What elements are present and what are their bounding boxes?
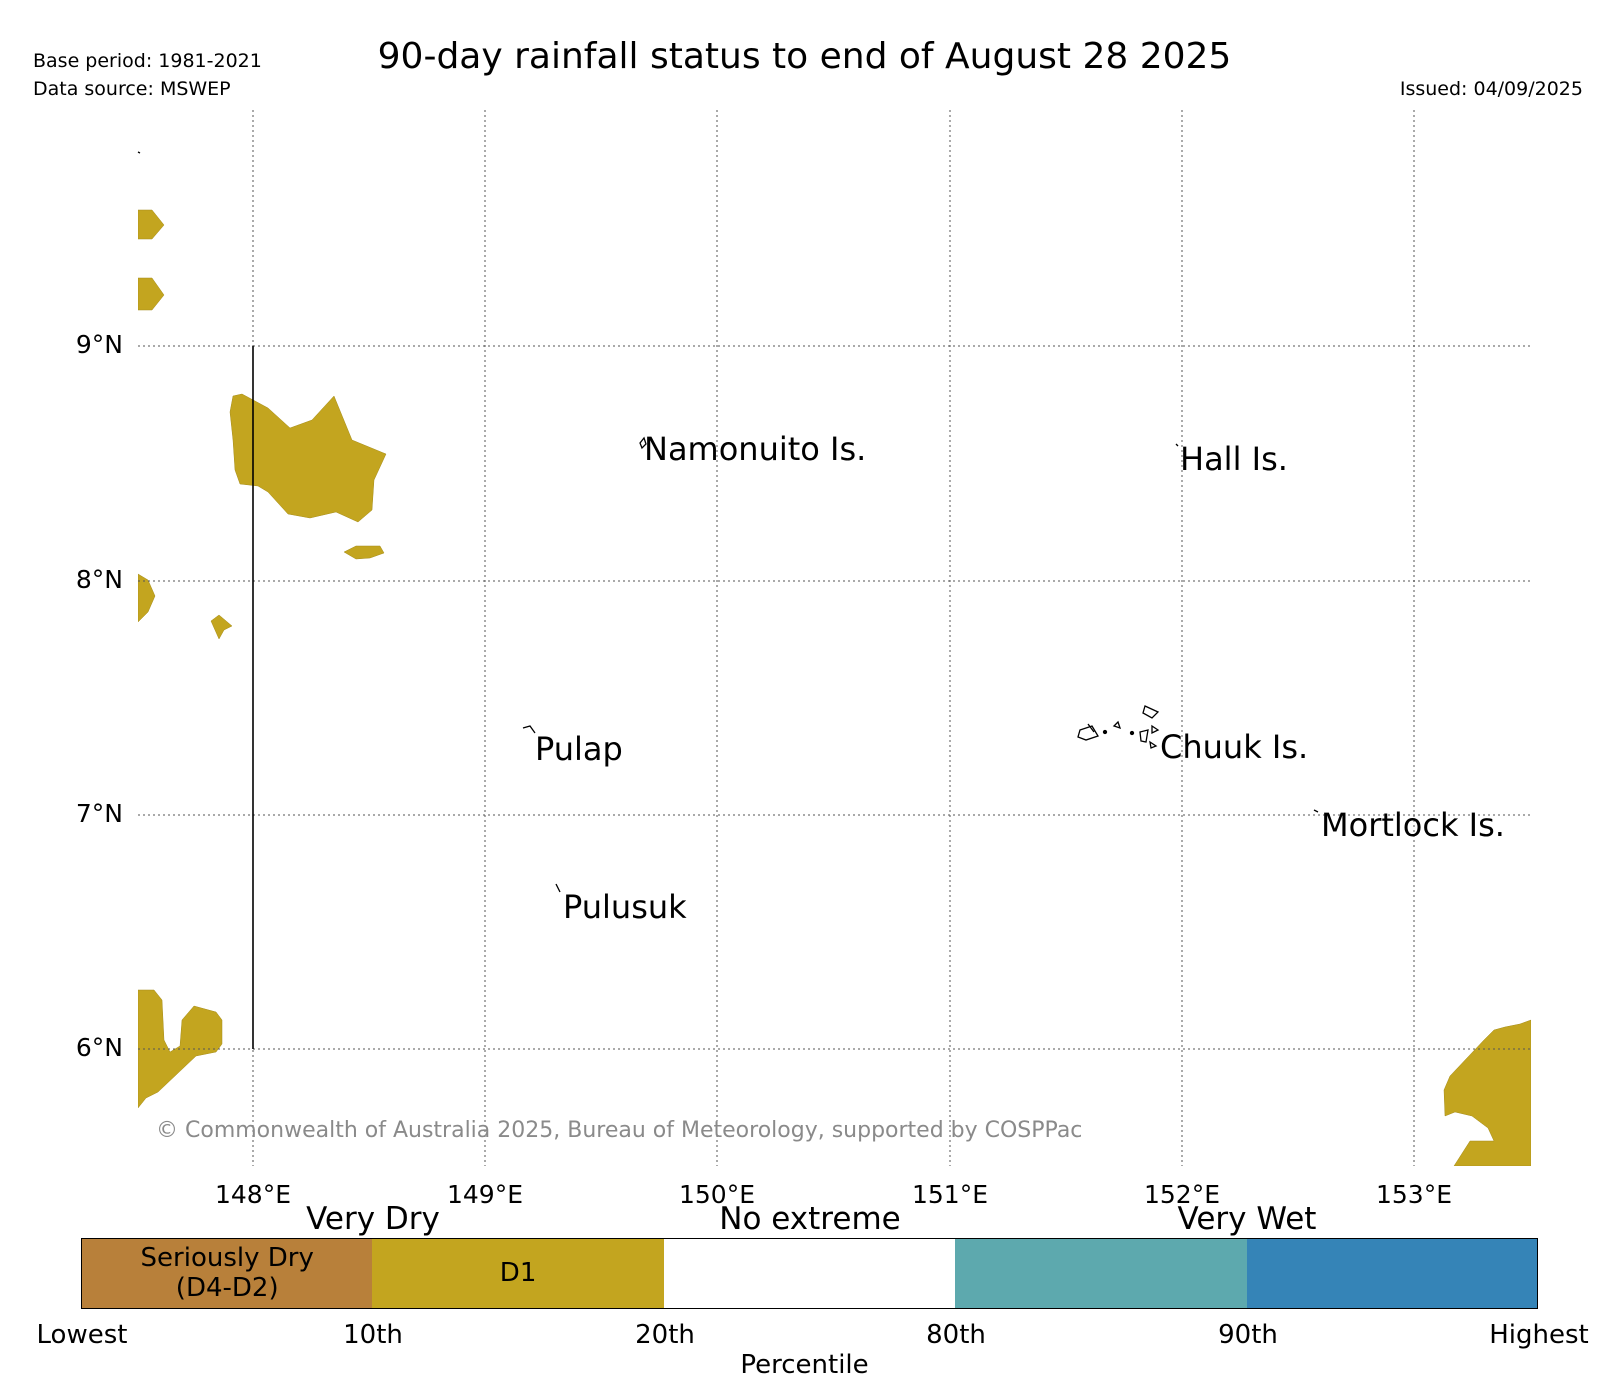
lon-label-152e: 152°E (1143, 1180, 1220, 1209)
gridlines (138, 110, 1531, 1166)
dry-area-large-north (229, 393, 387, 523)
pulusuk-island-shape (555, 883, 561, 893)
legend-tick-10th: 10th (343, 1320, 403, 1350)
mortlock-island-shape (1313, 809, 1319, 813)
lat-label-8n: 8°N (75, 565, 123, 594)
legend-segment-3 (663, 1238, 957, 1309)
legend-segment-4 (955, 1238, 1248, 1309)
lon-label-153e: 153°E (1375, 1180, 1452, 1209)
legend-tick-lowest: Lowest (36, 1320, 128, 1350)
place-label-pulap: Pulap (535, 730, 623, 768)
legend-category-no-extreme: No extreme (719, 1201, 901, 1237)
place-label-mortlock: Mortlock Is. (1321, 806, 1505, 844)
lat-label-7n: 7°N (75, 799, 123, 828)
lon-label-150e: 150°E (678, 1180, 755, 1209)
pulap-island-shape (522, 725, 536, 734)
legend-tick-20th: 20th (635, 1320, 695, 1350)
chuuk-island-shapes (1077, 705, 1160, 749)
dry-area-west-small-2 (138, 277, 165, 311)
place-label-chuuk: Chuuk Is. (1160, 728, 1309, 766)
data-source-text: Data source: MSWEP (33, 78, 231, 100)
dry-area-small-north (343, 545, 385, 560)
map-title: 90-day rainfall status to end of August … (377, 36, 1232, 77)
place-label-hall: Hall Is. (1180, 440, 1288, 478)
dry-area-tiny-mid (210, 614, 233, 640)
lat-label-9n: 9°N (75, 330, 123, 359)
island-outlines (137, 151, 1319, 893)
legend-tick-90th: 90th (1218, 1320, 1278, 1350)
legend-axis-label: Percentile (740, 1350, 869, 1380)
hall-island-shape (1175, 443, 1179, 447)
legend-segment-1: Seriously Dry (D4-D2) (81, 1238, 374, 1309)
issued-date-text: Issued: 04/09/2025 (1399, 78, 1583, 100)
legend-segment-2: D1 (372, 1238, 665, 1309)
drought-areas (138, 209, 1531, 1166)
lon-label-148e: 148°E (214, 1180, 291, 1209)
far-north-islet (137, 151, 141, 154)
namonuito-island-shape (639, 436, 647, 450)
lat-label-6n: 6°N (75, 1033, 123, 1062)
legend-tick-highest: Highest (1489, 1320, 1589, 1350)
dry-area-west-mid (138, 573, 156, 623)
legend-category-very-wet: Very Wet (1177, 1201, 1317, 1237)
copyright-notice: © Commonwealth of Australia 2025, Bureau… (156, 1118, 1083, 1143)
dry-area-southeast (1443, 1019, 1531, 1166)
base-period-text: Base period: 1981-2021 (33, 50, 262, 72)
place-label-namonuito: Namonuito Is. (644, 430, 867, 468)
lon-label-151e: 151°E (911, 1180, 988, 1209)
legend-tick-80th: 80th (926, 1320, 986, 1350)
legend-segment-5 (1246, 1238, 1538, 1309)
dry-area-west-small-1 (138, 209, 165, 240)
lon-label-149e: 149°E (446, 1180, 523, 1209)
legend-category-very-dry: Very Dry (306, 1201, 440, 1237)
place-label-pulusuk: Pulusuk (563, 888, 687, 926)
